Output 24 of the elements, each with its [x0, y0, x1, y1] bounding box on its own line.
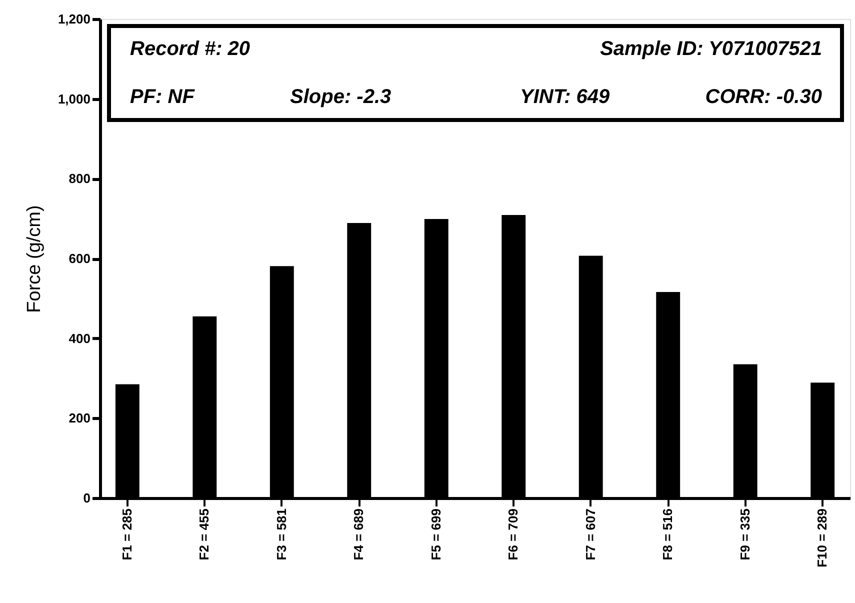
- annotation: CORR: -0.30: [705, 86, 822, 108]
- x-tick-label: F7 = 607: [582, 508, 598, 560]
- annotation: PF: NF: [130, 86, 196, 108]
- annotation: YINT: 649: [520, 86, 611, 108]
- x-tick-label: F6 = 709: [506, 508, 521, 560]
- x-tick-label: F3 = 581: [274, 508, 289, 560]
- x-tick-label: F5 = 699: [428, 508, 444, 560]
- x-tick-label: F4 = 689: [351, 508, 366, 560]
- annotation: Slope: -2.3: [290, 86, 392, 108]
- x-tick-label: F9 = 335: [737, 508, 752, 560]
- x-tick-label: F8 = 516: [660, 508, 676, 560]
- y-tick-label: 800: [68, 171, 90, 186]
- annotation: Sample ID: Y071007521: [600, 38, 822, 60]
- y-tick-label: 200: [68, 410, 90, 426]
- y-tick-label: 1,200: [58, 12, 90, 26]
- y-tick-label: 400: [68, 330, 90, 346]
- y-tick-label: 1,000: [58, 91, 90, 106]
- x-tick-label: F2 = 455: [196, 508, 212, 560]
- y-tick-label: 0: [83, 490, 90, 506]
- annotation: Record #: 20: [130, 38, 250, 60]
- x-tick-label: F1 = 285: [119, 508, 134, 560]
- x-tick-label: F10 = 289: [814, 508, 830, 568]
- y-tick-label: 600: [68, 251, 90, 266]
- y-axis-title: Force (g/cm): [24, 205, 45, 313]
